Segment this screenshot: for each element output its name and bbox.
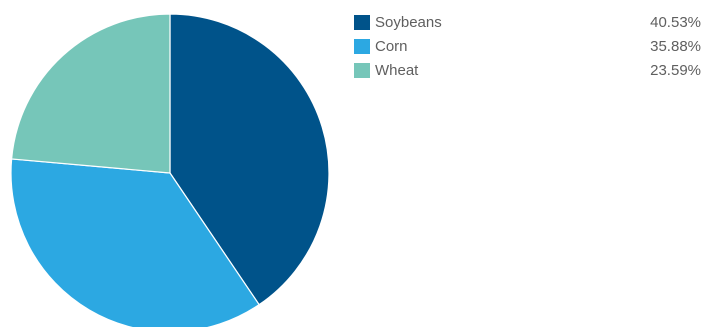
pie-slice-wheat: [10, 13, 171, 174]
legend-item-wheat: Wheat 23.59%: [354, 60, 702, 84]
pie-slice-soybeans: [169, 13, 330, 306]
legend-label-corn: Corn: [375, 38, 408, 55]
legend-item-corn: Corn 35.88%: [354, 36, 702, 60]
legend: Soybeans 40.53% Corn 35.88% Wheat 23.59%: [354, 12, 702, 84]
legend-swatch-corn: [354, 39, 370, 54]
legend-value-wheat: 23.59%: [650, 62, 701, 79]
pie-chart: [10, 13, 330, 327]
legend-value-soybeans: 40.53%: [650, 14, 701, 31]
legend-label-soybeans: Soybeans: [375, 14, 442, 31]
pie-slice-corn: [10, 158, 260, 327]
legend-swatch-wheat: [354, 63, 370, 78]
legend-item-soybeans: Soybeans 40.53%: [354, 12, 702, 36]
legend-label-wheat: Wheat: [375, 62, 419, 79]
legend-value-corn: 35.88%: [650, 38, 701, 55]
legend-swatch-soybeans: [354, 15, 370, 30]
